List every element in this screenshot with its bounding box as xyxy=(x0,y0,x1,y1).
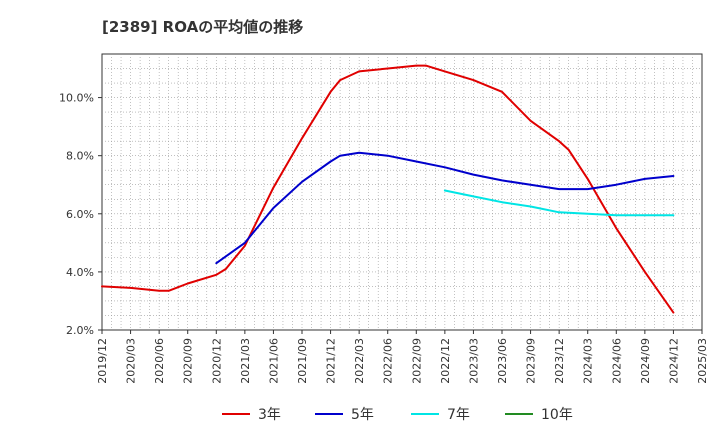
x-tick-label: 2023/06 xyxy=(496,338,509,384)
x-tick-label: 2020/12 xyxy=(210,338,223,384)
x-tick-label: 2024/09 xyxy=(639,338,652,384)
y-tick-label: 6.0% xyxy=(66,208,94,221)
series-line-5年 xyxy=(215,151,675,265)
y-axis-ticks: 2.0% 4.0% 6.0% 8.0% 10.0% xyxy=(59,92,102,337)
y-tick-label: 4.0% xyxy=(66,266,94,279)
y-tick-label: 2.0% xyxy=(66,324,94,337)
x-tick-label: 2022/12 xyxy=(439,338,452,384)
y-tick-label: 8.0% xyxy=(66,150,94,163)
legend-label: 7年 xyxy=(447,407,470,423)
x-tick-label: 2024/03 xyxy=(582,338,595,384)
x-tick-label: 2023/12 xyxy=(553,338,566,384)
plot-area xyxy=(101,53,703,331)
x-tick-label: 2022/09 xyxy=(410,338,423,384)
x-tick-label: 2024/06 xyxy=(610,338,623,384)
series-line-3年 xyxy=(101,64,675,314)
grid-lines xyxy=(102,54,702,330)
y-tick-label: 10.0% xyxy=(59,92,94,105)
x-tick-label: 2020/06 xyxy=(153,338,166,384)
legend-label: 5年 xyxy=(351,407,374,423)
legend: 3年 5年 7年 10年 xyxy=(222,407,573,423)
x-tick-label: 2024/12 xyxy=(667,338,680,384)
x-axis-ticks: 2019/12 2020/03 2020/06 2020/09 2020/12 2021/… xyxy=(96,330,709,384)
series-lines xyxy=(101,64,675,314)
legend-label: 3年 xyxy=(258,407,281,423)
x-tick-label: 2025/03 xyxy=(696,338,709,384)
x-tick-label: 2020/09 xyxy=(182,338,195,384)
x-tick-label: 2019/12 xyxy=(96,338,109,384)
x-tick-label: 2023/09 xyxy=(525,338,538,384)
x-tick-label: 2020/03 xyxy=(125,338,138,384)
x-tick-label: 2021/03 xyxy=(239,338,252,384)
x-tick-label: 2022/03 xyxy=(353,338,366,384)
series-line-7年 xyxy=(443,189,675,217)
chart-title: [2389] ROAの平均値の推移 xyxy=(102,18,303,36)
x-tick-label: 2023/03 xyxy=(467,338,480,384)
legend-label: 10年 xyxy=(541,407,573,423)
x-tick-label: 2022/06 xyxy=(382,338,395,384)
x-tick-label: 2021/09 xyxy=(296,338,309,384)
x-tick-label: 2021/06 xyxy=(267,338,280,384)
x-tick-label: 2021/12 xyxy=(325,338,338,384)
